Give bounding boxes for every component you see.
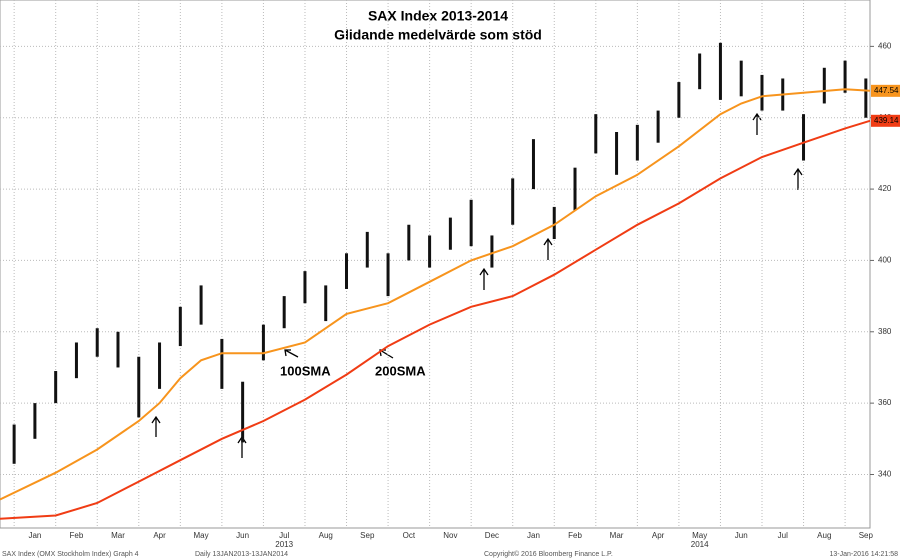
price-bar [261,324,265,361]
price-bar [552,206,556,240]
price-bar [178,306,182,347]
price-bar [864,78,868,118]
price-bar [95,328,99,357]
price-bar [345,253,349,289]
x-tick-label: Nov [443,531,457,540]
footer-text: SAX Index (OMX Stockholm Index) Graph 4 [2,551,139,558]
x-tick-label: Aug [319,531,333,540]
sma-line [0,119,871,520]
price-bar [718,42,722,100]
y-tick-label: 420 [878,184,892,193]
price-bar [33,403,37,439]
x-tick-label: Apr [652,531,665,540]
y-tick-label: 380 [878,327,892,336]
annotation: 200SMA [375,363,426,378]
x-tick-label: Dec [485,531,499,540]
price-bar [220,338,224,389]
arrow [151,415,161,437]
annotation: 100SMA [280,363,331,378]
price-bar [531,139,535,190]
price-bar [74,342,78,379]
plot-area [0,0,871,529]
price-bar [199,285,203,325]
x-tick-label: Jul [778,531,788,540]
price-bar [802,114,806,161]
y-tick-label: 400 [878,256,892,265]
price-bar [137,356,141,418]
price-bar [739,60,743,97]
footer-text: 13-Jan-2016 14:21:58 [830,551,899,558]
price-bar [573,167,577,211]
price-bar [490,235,494,268]
price-bar [677,82,681,118]
footer-text: Daily 13JAN2013-13JAN2014 [195,551,288,558]
price-bar [303,271,307,304]
price-bar [615,132,619,175]
x-tick-label: Jun [236,531,249,540]
sma-line [0,88,871,501]
x-tick-label: Jun [735,531,748,540]
price-bar [324,285,328,322]
x-tick-label: Apr [153,531,166,540]
x-tick-label: Jan [527,531,540,540]
y-tick-label: 340 [878,470,892,479]
x-tick-label: Jul [279,531,289,540]
x-tick-label: May [194,531,209,540]
arrow [793,167,803,190]
arrows [151,112,803,458]
chart-subtitle: Glidande medelvärde som stöd [334,27,542,43]
price-bar [386,253,390,297]
x-tick-label: Sep [360,531,375,540]
x-tick-label: Mar [610,531,624,540]
price-bar [241,381,245,443]
price-bar [12,424,16,464]
last-value-label: 447.54 [874,86,899,95]
last-value-tag [871,84,900,97]
price-bar [635,124,639,161]
price-bar [365,231,369,268]
price-bar [54,371,58,404]
x-tick-label: Feb [568,531,582,540]
price-bar [511,178,515,225]
year-label: 2013 [275,540,293,549]
price-bar [760,74,764,111]
price-bar [656,110,660,143]
chart-title: SAX Index 2013-2014 [368,8,508,24]
x-tick-label: May [692,531,707,540]
y-tick-label: 360 [878,398,892,407]
year-label: 2014 [691,540,709,549]
price-bar [822,67,826,104]
price-bar [428,235,432,268]
price-bar [282,296,286,329]
price-bar [448,217,452,250]
last-value-tag [871,114,900,127]
price-bar [407,224,411,261]
y-tick-label: 460 [878,41,892,50]
x-tick-label: Sep [859,531,874,540]
footer-text: Copyright© 2016 Bloomberg Finance L.P. [484,550,613,558]
price-bar [843,60,847,93]
x-tick-label: Feb [70,531,84,540]
price-bar [116,331,120,368]
last-value-label: 439.14 [874,116,899,125]
arrow [479,267,489,290]
price-bar [469,199,473,247]
x-tick-label: Jan [28,531,41,540]
price-bar [594,114,598,154]
x-tick-label: Oct [403,531,416,540]
arrow [284,349,299,358]
price-bar [698,53,702,90]
price-bar [158,342,162,389]
x-tick-label: Aug [817,531,831,540]
x-tick-label: Mar [111,531,125,540]
arrow [543,237,553,260]
